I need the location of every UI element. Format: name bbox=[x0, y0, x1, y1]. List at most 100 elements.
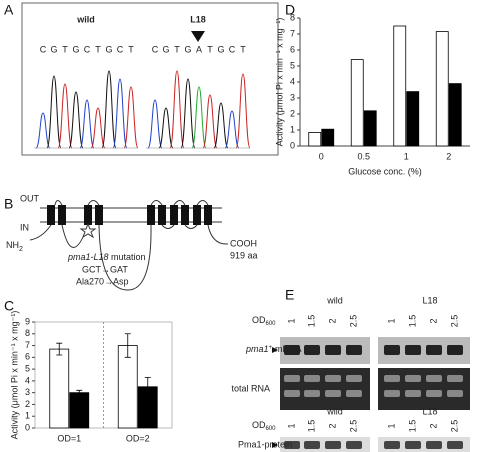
lane-arrow bbox=[272, 347, 278, 353]
od-text: OD bbox=[252, 420, 266, 430]
x-tick-label: 0 bbox=[319, 151, 324, 161]
trace-peak bbox=[112, 78, 128, 149]
od-value: 2 bbox=[327, 318, 337, 323]
total-rna-label: total RNA bbox=[231, 383, 270, 393]
band bbox=[384, 345, 400, 355]
gel bbox=[280, 368, 370, 410]
y-tick-label: 1 bbox=[25, 411, 30, 421]
x-tick-label: 1 bbox=[404, 151, 409, 161]
panel-label: D bbox=[285, 2, 295, 18]
od-label: OD600 bbox=[252, 420, 276, 431]
trace-peak bbox=[224, 110, 240, 149]
y-tick-label: 5 bbox=[25, 363, 30, 373]
n-terminus-text: NH bbox=[6, 240, 19, 250]
x-tick-label: 0.5 bbox=[357, 151, 370, 161]
base-letter: C bbox=[84, 44, 91, 54]
band bbox=[304, 441, 320, 449]
mutation: pma1-L18 mutation bbox=[67, 252, 146, 262]
base-letter: G bbox=[217, 44, 224, 54]
od-value: 2.5 bbox=[348, 420, 358, 433]
base-letter: T bbox=[62, 44, 68, 54]
y-tick-label: 6 bbox=[25, 352, 30, 362]
y-tick-label: 8 bbox=[290, 12, 295, 22]
band bbox=[384, 441, 400, 449]
y-tick-label: 4 bbox=[25, 375, 30, 385]
mutation-name: pma1-L18 bbox=[67, 252, 109, 262]
base-letter: G bbox=[72, 44, 79, 54]
mutation-arrow bbox=[191, 31, 205, 42]
panel-label: B bbox=[4, 196, 13, 212]
od-value: 1 bbox=[286, 318, 296, 323]
band bbox=[325, 441, 341, 449]
mutation-suffix: mutation bbox=[109, 252, 146, 262]
topology-diagram bbox=[29, 200, 229, 291]
base-letter: A bbox=[196, 44, 202, 54]
bar bbox=[308, 131, 322, 147]
od-value: 1.5 bbox=[407, 420, 417, 433]
panel-a-frame bbox=[21, 2, 279, 156]
y-tick-label: 0 bbox=[25, 422, 30, 432]
bar bbox=[117, 345, 138, 429]
trace-peak bbox=[79, 99, 95, 149]
base-letter: T bbox=[128, 44, 134, 54]
trace-peak bbox=[147, 99, 163, 149]
band bbox=[426, 375, 442, 382]
band bbox=[447, 390, 463, 397]
trace-peak bbox=[191, 86, 207, 149]
band bbox=[346, 441, 362, 449]
od-value: 1.5 bbox=[407, 315, 417, 328]
od-value: 2 bbox=[327, 423, 337, 428]
od-label: OD600 bbox=[252, 315, 276, 326]
sample-name: L18 bbox=[190, 14, 206, 24]
n-terminus-sub: 2 bbox=[19, 246, 23, 253]
c-terminus: COOH bbox=[230, 238, 257, 248]
y-tick-label: 1 bbox=[290, 124, 295, 134]
trace-peak bbox=[101, 70, 117, 149]
base-letter: C bbox=[117, 44, 124, 54]
band bbox=[325, 345, 341, 355]
trace-peak bbox=[35, 112, 51, 149]
od-value: 1.5 bbox=[306, 315, 316, 328]
protein-length: 919 aa bbox=[230, 250, 258, 260]
bar bbox=[321, 128, 335, 147]
od-value: 1 bbox=[386, 318, 396, 323]
y-tick-label: 7 bbox=[25, 340, 30, 350]
trace-peak bbox=[158, 107, 174, 149]
x-tick-label: OD=1 bbox=[57, 433, 81, 443]
trace-peak bbox=[202, 94, 218, 149]
band bbox=[447, 375, 463, 382]
band bbox=[405, 390, 421, 397]
band bbox=[405, 345, 421, 355]
band bbox=[346, 345, 362, 355]
base-letter: G bbox=[50, 44, 57, 54]
trace-peak bbox=[90, 107, 106, 149]
y-tick-label: 5 bbox=[290, 60, 295, 70]
od-sub: 600 bbox=[266, 426, 277, 432]
trace-peak bbox=[123, 86, 139, 149]
mrna-label: pma1+-mRNA bbox=[245, 344, 302, 354]
gel bbox=[378, 437, 470, 452]
base-letter: T bbox=[95, 44, 101, 54]
n-terminus: NH2 bbox=[6, 240, 23, 252]
bar bbox=[393, 25, 407, 147]
base-letter: C bbox=[152, 44, 159, 54]
strain-label: wild bbox=[326, 295, 343, 305]
x-tick-label: 2 bbox=[446, 151, 451, 161]
y-tick-label: 4 bbox=[290, 76, 295, 86]
strain-label: L18 bbox=[422, 406, 437, 416]
trace-peak bbox=[57, 83, 73, 149]
band bbox=[384, 390, 400, 397]
od-value: 2 bbox=[428, 423, 438, 428]
od-value: 1.5 bbox=[306, 420, 316, 433]
trace-peak bbox=[169, 70, 185, 149]
bar bbox=[406, 91, 420, 147]
panel-label: A bbox=[4, 2, 14, 18]
od-text: OD bbox=[252, 315, 266, 325]
error-bar bbox=[124, 333, 131, 358]
x-tick-label: OD=2 bbox=[126, 433, 150, 443]
band bbox=[325, 375, 341, 382]
protein-label: Pma1-protein bbox=[238, 439, 292, 449]
od-sub: 600 bbox=[266, 321, 277, 327]
